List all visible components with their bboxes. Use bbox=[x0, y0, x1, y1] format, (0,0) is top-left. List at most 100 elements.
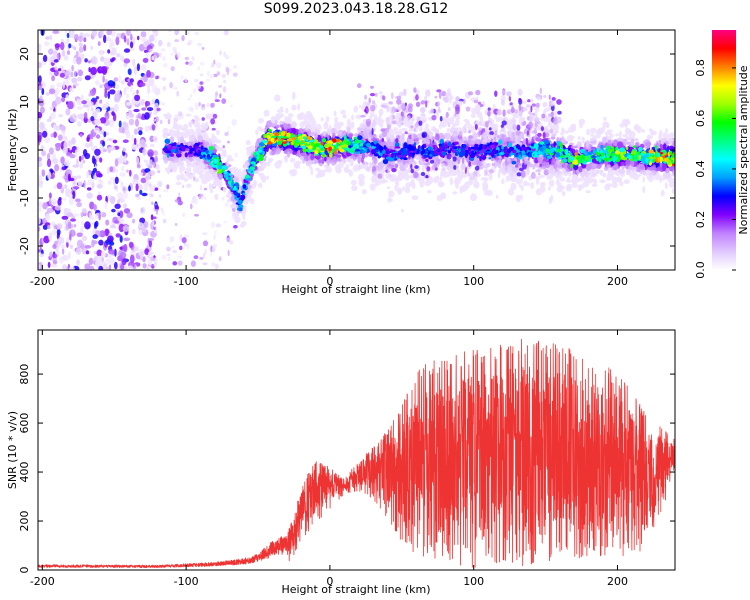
spectrogram-speckle bbox=[222, 86, 227, 93]
spectrogram-band-cell bbox=[394, 163, 399, 168]
spectrogram-speckle bbox=[151, 84, 158, 91]
spectrogram-band-cell bbox=[388, 190, 395, 198]
spectrogram-speckle bbox=[177, 260, 183, 266]
spectrogram-band-cell bbox=[487, 120, 490, 124]
spectrogram-band-cell bbox=[630, 159, 635, 167]
spectrogram-speckle bbox=[61, 215, 69, 220]
spectrogram-band-cell bbox=[374, 114, 378, 121]
spectrogram-speckle bbox=[70, 244, 73, 249]
spectrogram-speckle bbox=[69, 145, 73, 151]
spectrogram-speckle bbox=[128, 265, 133, 270]
spectrogram-speckle bbox=[55, 96, 62, 105]
spectrogram-speckle bbox=[114, 84, 120, 90]
spectrogram-band-cell bbox=[162, 155, 168, 161]
spectrogram-speckle bbox=[104, 111, 110, 120]
spectrogram-speckle bbox=[141, 107, 147, 111]
spectrogram-band-cell bbox=[589, 140, 596, 144]
spectrogram-speckle bbox=[103, 34, 107, 44]
spectrogram-speckle bbox=[54, 164, 60, 172]
spectrogram-band-cell bbox=[391, 92, 394, 100]
spectrogram-band-cell bbox=[581, 171, 585, 179]
spectrogram-speckle bbox=[129, 41, 134, 49]
spectrogram-band-cell bbox=[293, 162, 297, 167]
spectrogram-speckle bbox=[91, 56, 98, 65]
spectrogram-band-cell bbox=[557, 110, 562, 115]
spectrogram-band-cell bbox=[400, 121, 404, 126]
spectrogram-speckle bbox=[88, 93, 92, 97]
spectrogram-speckle bbox=[82, 104, 89, 108]
spectrogram-band-cell bbox=[534, 111, 538, 116]
spectrogram-band-cell bbox=[543, 95, 547, 98]
spectrogram-speckle bbox=[56, 223, 63, 230]
spectrogram-band-cell bbox=[368, 97, 371, 104]
spectrogram-speckle bbox=[83, 180, 86, 189]
spectrogram-speckle bbox=[134, 94, 141, 102]
spectrogram-band-cell bbox=[361, 104, 365, 111]
spectrogram-speckle bbox=[41, 81, 46, 88]
spectrogram-band-cell bbox=[502, 117, 506, 121]
spectrogram-band-cell bbox=[542, 131, 546, 140]
spectrogram-band-cell bbox=[590, 163, 597, 169]
spectrogram-speckle bbox=[148, 239, 152, 248]
spectrogram-speckle bbox=[72, 164, 80, 168]
spectrogram-band-cell bbox=[469, 140, 475, 145]
spectrogram-band-cell bbox=[488, 116, 491, 121]
spectrogram-band-cell bbox=[190, 163, 195, 168]
spectrogram-band-cell bbox=[374, 92, 378, 97]
spectrogram-speckle bbox=[120, 264, 125, 270]
spectrogram-speckle bbox=[143, 221, 149, 229]
spectrogram-speckle bbox=[52, 244, 57, 249]
spectrogram-band-cell bbox=[664, 182, 668, 189]
spectrogram-ridge-cell bbox=[608, 157, 612, 160]
spectrogram-band-cell bbox=[360, 114, 366, 118]
spectrogram-speckle bbox=[140, 31, 147, 38]
spectrogram-band-cell bbox=[455, 96, 460, 102]
spectrogram-speckle bbox=[172, 261, 178, 266]
spectrogram-band-cell bbox=[492, 104, 496, 109]
spectrogram-band-cell bbox=[528, 163, 534, 168]
spectrogram-band-cell bbox=[340, 109, 346, 115]
spectrogram-speckle bbox=[44, 41, 50, 47]
spectrogram-speckle bbox=[38, 216, 41, 225]
spectrogram-band-cell bbox=[410, 125, 414, 129]
spectrogram-speckle bbox=[57, 68, 62, 72]
spectrogram-band-cell bbox=[642, 176, 645, 183]
spectrogram-speckle bbox=[106, 36, 111, 42]
spectrogram-speckle bbox=[38, 175, 43, 182]
spectrogram-speckle bbox=[199, 256, 204, 260]
spectrogram-speckle bbox=[99, 157, 103, 163]
spectrogram-band-cell bbox=[388, 174, 393, 178]
spectrogram-speckle bbox=[48, 115, 52, 123]
spectrogram-speckle bbox=[156, 75, 160, 79]
spectrogram-band-cell bbox=[406, 119, 411, 125]
spectrogram-speckle bbox=[117, 192, 124, 200]
spectrogram-band-cell bbox=[485, 177, 489, 182]
spectrogram-speckle bbox=[39, 106, 45, 114]
spectrogram-speckle bbox=[78, 46, 84, 53]
spectrogram-speckle bbox=[135, 193, 140, 198]
spectrogram-band-cell bbox=[373, 158, 378, 165]
spectrogram-band-cell bbox=[556, 136, 561, 142]
spectrogram-speckle bbox=[133, 246, 140, 252]
spectrogram-speckle bbox=[150, 143, 155, 148]
spectrogram-speckle bbox=[133, 66, 138, 75]
spectrogram-band-cell bbox=[243, 199, 249, 205]
spectrogram-band-cell bbox=[486, 189, 493, 196]
spectrogram-band-cell bbox=[479, 123, 482, 127]
spectrogram-speckle bbox=[135, 183, 139, 192]
spectrogram-speckle bbox=[144, 100, 151, 107]
spectrogram-speckle bbox=[38, 161, 43, 168]
spectrogram-band-cell bbox=[452, 156, 457, 162]
spectrogram-speckle bbox=[162, 56, 166, 61]
spectrogram-speckle bbox=[94, 145, 98, 149]
spectrogram-speckle bbox=[72, 190, 76, 200]
spectrogram-band-cell bbox=[357, 156, 361, 164]
spectrogram-speckle bbox=[51, 253, 58, 259]
spectrogram-band-cell bbox=[519, 194, 523, 200]
spectrogram-speckle bbox=[176, 90, 180, 97]
spectrogram-band-cell bbox=[528, 134, 531, 142]
spectrogram-band-cell bbox=[535, 169, 541, 173]
spectrogram-band-cell bbox=[494, 130, 498, 138]
spectrogram-speckle bbox=[69, 154, 76, 159]
spectrogram-band-cell bbox=[487, 107, 491, 111]
